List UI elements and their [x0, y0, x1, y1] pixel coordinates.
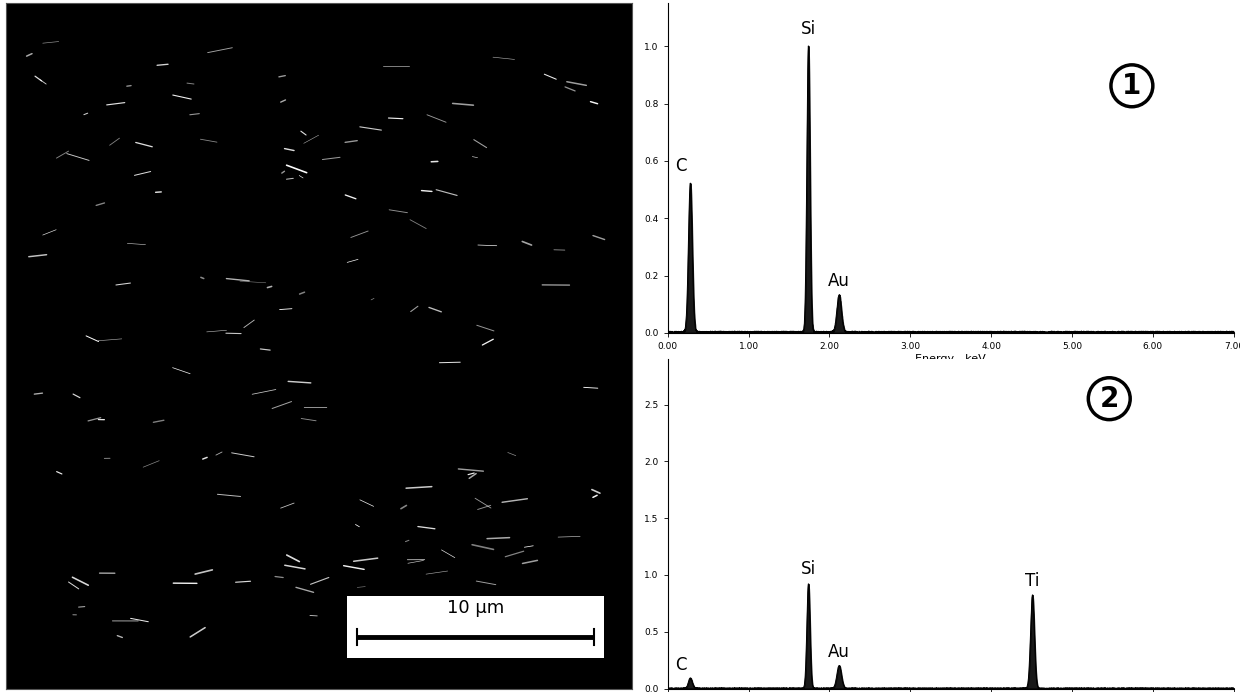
Text: 2: 2: [1100, 385, 1118, 412]
X-axis label: Energy - keV: Energy - keV: [915, 354, 986, 363]
Text: Au: Au: [828, 272, 851, 290]
Text: 1: 1: [1122, 72, 1142, 100]
Text: C: C: [675, 157, 687, 175]
Bar: [347, 596, 604, 657]
Text: Ti: Ti: [1025, 572, 1039, 590]
Text: Si: Si: [801, 561, 816, 579]
Text: C: C: [675, 656, 687, 674]
Text: 10 μm: 10 μm: [446, 599, 505, 617]
Text: Si: Si: [801, 20, 816, 38]
Text: Au: Au: [828, 644, 851, 662]
